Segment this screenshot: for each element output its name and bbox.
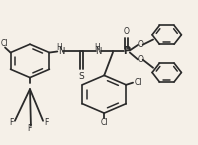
Text: N: N [95, 47, 102, 56]
Text: O: O [124, 27, 130, 36]
Text: F: F [9, 118, 14, 127]
Text: H: H [56, 43, 62, 52]
Text: S: S [79, 72, 85, 81]
Text: O: O [137, 55, 143, 64]
Text: F: F [27, 124, 31, 133]
Text: F: F [44, 118, 49, 127]
Text: Cl: Cl [134, 78, 142, 87]
Text: O: O [137, 40, 143, 49]
Text: H: H [94, 43, 100, 52]
Text: Cl: Cl [0, 39, 8, 48]
Text: Cl: Cl [100, 118, 108, 127]
Text: N: N [58, 47, 64, 56]
Text: P: P [123, 47, 130, 56]
